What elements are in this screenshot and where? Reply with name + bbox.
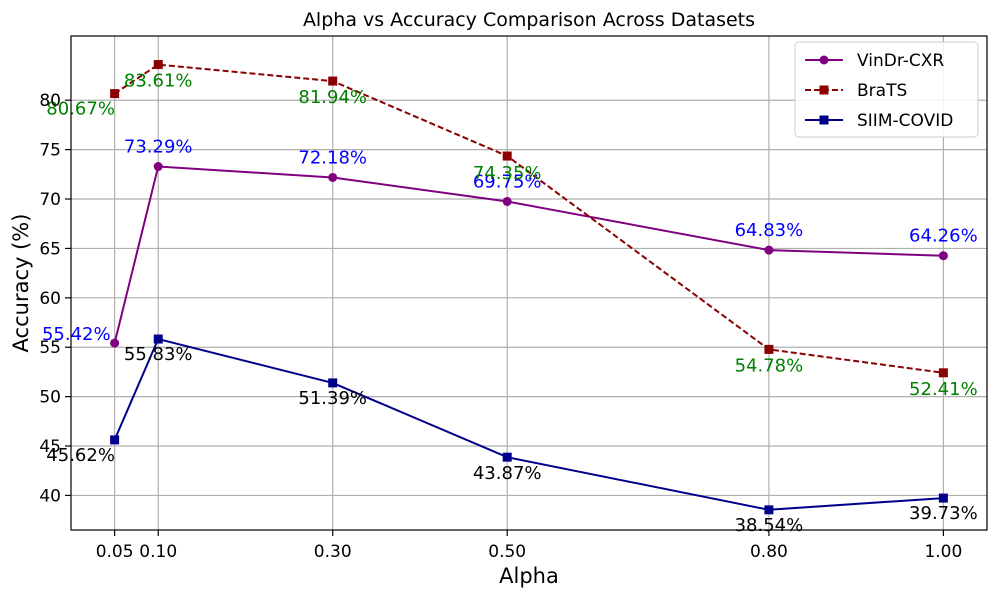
y-tick-label: 50 bbox=[39, 388, 61, 408]
data-label-siim-covid: 39.73% bbox=[909, 503, 978, 524]
axis-ticks: 40 45 50 55 60 65 70 75 80 0.05 0.10 0.30 0.50 0.80 1.… bbox=[39, 91, 962, 562]
data-point-vindr-cxr bbox=[328, 172, 338, 182]
data-label-brats: 54.78% bbox=[735, 355, 804, 376]
series-line-vindr-cxr bbox=[113, 165, 944, 344]
series-line-siim-covid bbox=[113, 337, 944, 511]
y-tick-label: 70 bbox=[39, 190, 61, 210]
data-label-brats: 52.41% bbox=[909, 379, 978, 400]
y-tick-label: 55 bbox=[39, 338, 61, 358]
data-point-vindr-cxr bbox=[502, 196, 512, 206]
data-label-vindr-cxr: 69.75% bbox=[473, 171, 542, 192]
data-label-vindr-cxr: 72.18% bbox=[298, 147, 367, 168]
data-label-brats: 81.94% bbox=[298, 87, 367, 108]
legend-label-vindr-cxr: VinDr-CXR bbox=[857, 51, 944, 71]
chart-title: Alpha vs Accuracy Comparison Across Data… bbox=[303, 9, 755, 31]
data-label-brats: 83.61% bbox=[124, 71, 193, 92]
data-point-siim-covid bbox=[110, 435, 120, 445]
data-label-siim-covid: 43.87% bbox=[473, 463, 542, 484]
legend-marker-siim-covid bbox=[819, 115, 829, 125]
series-layer bbox=[110, 60, 948, 515]
data-point-siim-covid bbox=[938, 493, 948, 503]
data-point-siim-covid bbox=[328, 378, 338, 388]
data-label-vindr-cxr: 73.29% bbox=[124, 137, 193, 158]
x-tick-label: 0.10 bbox=[139, 542, 177, 562]
data-point-vindr-cxr bbox=[153, 162, 163, 172]
data-point-vindr-cxr bbox=[110, 338, 120, 348]
x-tick-label: 1.00 bbox=[924, 542, 962, 562]
data-point-siim-covid bbox=[502, 452, 512, 462]
legend-box bbox=[794, 41, 979, 138]
y-tick-label: 80 bbox=[39, 91, 61, 111]
data-point-brats bbox=[502, 151, 512, 161]
data-label-vindr-cxr: 64.83% bbox=[735, 220, 804, 241]
legend-label-siim-covid: SIIM-COVID bbox=[857, 111, 953, 131]
data-label-vindr-cxr: 55.42% bbox=[42, 324, 111, 345]
y-tick-label: 75 bbox=[39, 141, 61, 161]
data-point-brats bbox=[110, 89, 120, 99]
data-label-vindr-cxr: 64.26% bbox=[909, 226, 978, 247]
data-point-vindr-cxr bbox=[764, 245, 774, 255]
grid bbox=[71, 36, 987, 530]
legend-marker-vindr-cxr bbox=[819, 55, 829, 65]
y-tick-label: 60 bbox=[39, 289, 61, 309]
data-label-siim-covid: 45.62% bbox=[46, 445, 115, 466]
data-point-brats bbox=[764, 344, 774, 354]
y-tick-label: 40 bbox=[39, 486, 61, 506]
x-tick-label: 0.30 bbox=[314, 542, 352, 562]
data-label-brats: 80.67% bbox=[46, 99, 115, 120]
x-tick-label: 0.05 bbox=[96, 542, 134, 562]
data-point-brats bbox=[938, 368, 948, 378]
data-label-siim-covid: 51.39% bbox=[298, 388, 367, 409]
x-tick-label: 0.80 bbox=[750, 542, 788, 562]
data-point-brats bbox=[328, 76, 338, 86]
y-tick-label: 45 bbox=[39, 437, 61, 457]
legend: VinDr-CXR BraTS SIIM-COVID bbox=[794, 41, 979, 138]
plot-frame bbox=[70, 35, 988, 531]
data-label-brats: 74.35% bbox=[473, 163, 542, 184]
data-labels: 55.42% 73.29% 72.18% 69.75% 64.83% 64.26% 80.6… bbox=[42, 71, 978, 536]
y-axis-title: Accuracy (%) bbox=[9, 214, 33, 353]
data-point-siim-covid bbox=[764, 505, 774, 515]
x-axis-title: Alpha bbox=[499, 564, 559, 588]
y-tick-label: 65 bbox=[39, 239, 61, 259]
legend-marker-brats bbox=[819, 85, 829, 95]
data-point-brats bbox=[153, 60, 163, 70]
x-tick-label: 0.50 bbox=[488, 542, 526, 562]
legend-label-brats: BraTS bbox=[857, 81, 907, 101]
data-point-siim-covid bbox=[153, 334, 163, 344]
data-point-vindr-cxr bbox=[938, 251, 948, 261]
data-label-siim-covid: 55.83% bbox=[124, 344, 193, 365]
